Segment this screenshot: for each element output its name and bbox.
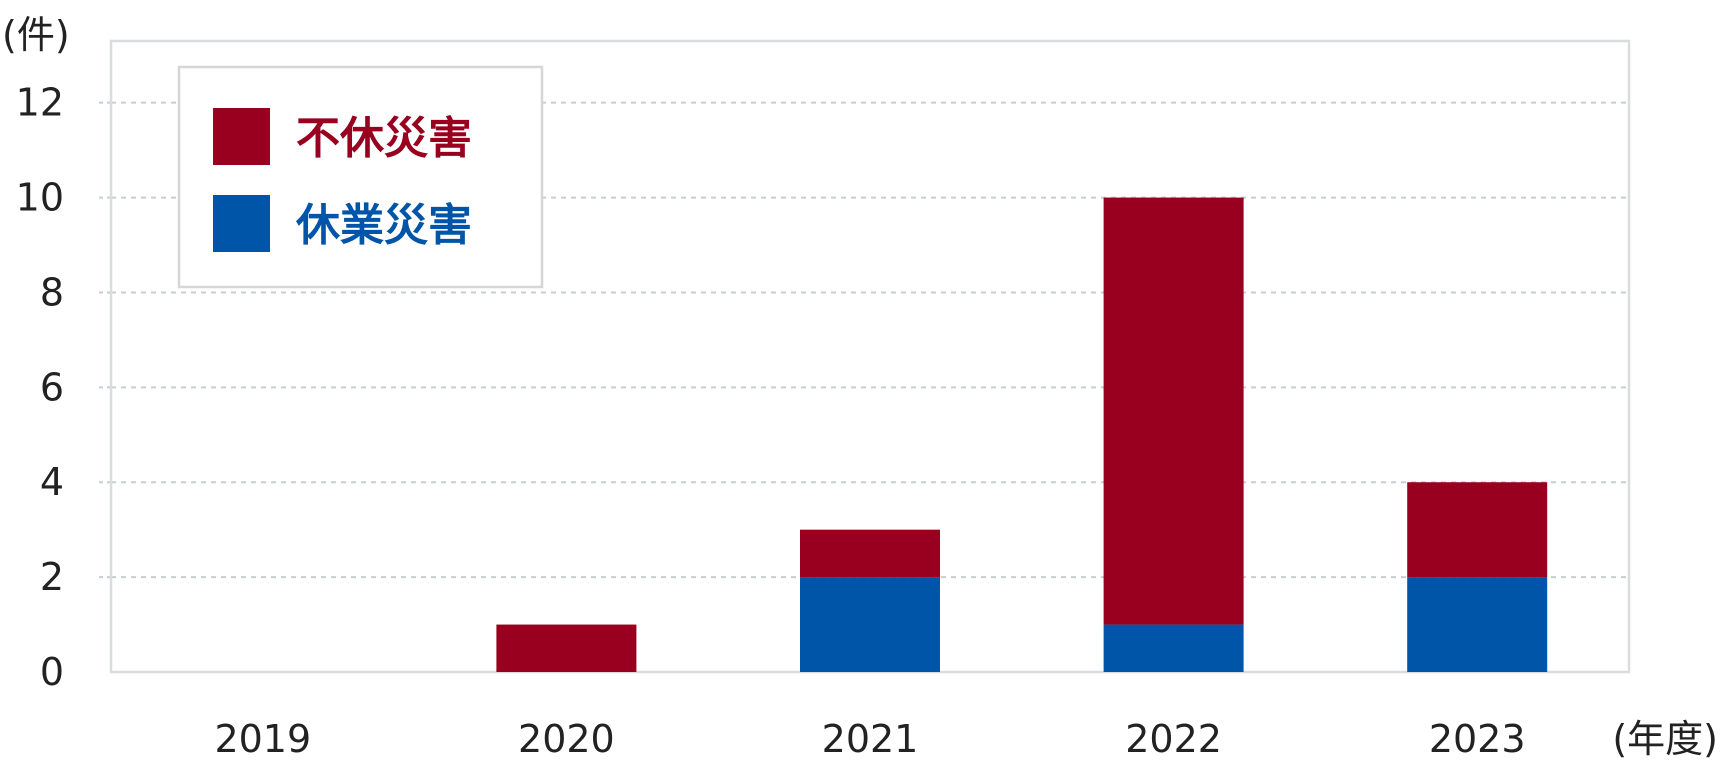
bar-2020-series-1 — [496, 624, 637, 672]
y-tick-label: 2 — [40, 555, 64, 599]
x-tick-label: 2023 — [1429, 717, 1526, 761]
legend-label-fukyu: 不休災害 — [296, 113, 472, 164]
y-tick-label: 12 — [16, 81, 64, 125]
bar-2022-series-0 — [1103, 624, 1244, 672]
x-axis-ticks: 2019 2020 2021 2022 2023 — [214, 717, 1525, 761]
bar-2023-series-0 — [1407, 577, 1548, 672]
legend: 不休災害 休業災害 — [177, 65, 544, 289]
x-tick-label: 2019 — [214, 717, 311, 761]
y-tick-label: 4 — [40, 460, 64, 504]
x-tick-label: 2021 — [822, 717, 919, 761]
legend-box — [177, 65, 544, 289]
bar-2023-series-1 — [1407, 482, 1548, 578]
y-tick-label: 6 — [40, 365, 64, 409]
y-tick-label: 8 — [40, 270, 64, 314]
legend-label-kyugyo: 休業災害 — [295, 200, 472, 251]
x-tick-label: 2022 — [1125, 717, 1222, 761]
legend-swatch-fukyu — [213, 108, 270, 165]
legend-swatch-kyugyo — [213, 195, 270, 252]
bars — [496, 197, 1548, 672]
y-axis-ticks: 0 2 4 6 8 10 12 — [16, 81, 64, 694]
y-axis-unit: (件) — [2, 13, 70, 57]
bar-2022-series-1 — [1103, 197, 1244, 625]
y-tick-label: 10 — [16, 176, 64, 220]
x-tick-label: 2020 — [518, 717, 615, 761]
bar-2021-series-1 — [800, 529, 940, 578]
bar-2021-series-0 — [800, 577, 940, 672]
y-tick-label: 0 — [40, 650, 64, 694]
x-axis-unit: (年度) — [1612, 717, 1718, 761]
